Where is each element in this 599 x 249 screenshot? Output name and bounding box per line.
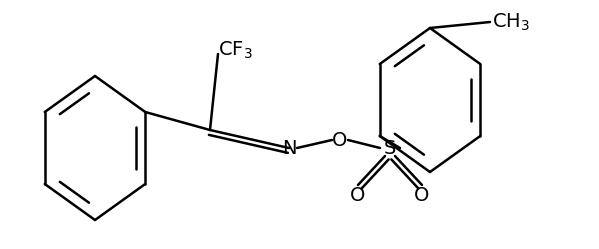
Text: N: N xyxy=(282,138,297,158)
Text: CH$_3$: CH$_3$ xyxy=(492,11,530,33)
Text: O: O xyxy=(415,186,429,204)
Text: S: S xyxy=(384,138,396,158)
Text: O: O xyxy=(350,186,365,204)
Text: O: O xyxy=(332,130,347,149)
Text: CF$_3$: CF$_3$ xyxy=(218,40,253,61)
